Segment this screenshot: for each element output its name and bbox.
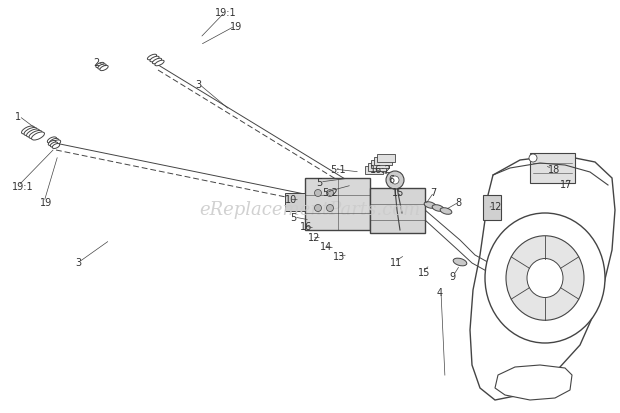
Text: 13: 13 — [333, 252, 345, 262]
Ellipse shape — [47, 137, 56, 143]
Circle shape — [314, 190, 322, 197]
Ellipse shape — [424, 202, 436, 208]
Text: 16: 16 — [300, 222, 312, 232]
Ellipse shape — [48, 140, 56, 145]
Ellipse shape — [453, 258, 467, 266]
Circle shape — [529, 154, 537, 162]
Circle shape — [327, 204, 334, 211]
Ellipse shape — [485, 213, 605, 343]
Circle shape — [386, 171, 404, 189]
Bar — [530, 153, 575, 183]
Bar — [377, 154, 395, 162]
Polygon shape — [470, 155, 615, 400]
Text: 9: 9 — [449, 272, 455, 282]
Text: 19:1: 19:1 — [215, 8, 237, 18]
Text: 6: 6 — [388, 175, 394, 185]
Text: 11: 11 — [390, 258, 402, 268]
Ellipse shape — [148, 54, 157, 60]
Ellipse shape — [155, 60, 164, 66]
Bar — [368, 163, 386, 171]
Text: 10: 10 — [285, 195, 297, 205]
Ellipse shape — [51, 140, 61, 146]
Bar — [365, 166, 383, 174]
Circle shape — [391, 176, 399, 184]
Text: 1: 1 — [15, 112, 21, 122]
Ellipse shape — [29, 131, 42, 138]
Text: 5:1: 5:1 — [330, 165, 345, 175]
Ellipse shape — [150, 56, 159, 62]
Ellipse shape — [52, 144, 60, 149]
Bar — [483, 195, 501, 220]
Circle shape — [314, 204, 322, 211]
Ellipse shape — [432, 205, 444, 211]
Text: 18: 18 — [548, 165, 560, 175]
Ellipse shape — [527, 259, 563, 297]
Ellipse shape — [506, 236, 584, 320]
Text: 5: 5 — [316, 178, 322, 188]
Text: 2: 2 — [93, 58, 99, 68]
Text: eReplacementParts.com: eReplacementParts.com — [200, 201, 420, 219]
Text: 5:2: 5:2 — [322, 188, 338, 198]
Polygon shape — [495, 365, 572, 400]
Circle shape — [327, 190, 334, 197]
Bar — [305, 178, 370, 230]
Bar — [370, 188, 425, 233]
Bar — [374, 157, 392, 165]
Ellipse shape — [440, 208, 452, 214]
Text: 3: 3 — [75, 258, 81, 268]
Ellipse shape — [50, 138, 59, 145]
Bar — [371, 160, 389, 168]
Ellipse shape — [32, 132, 45, 140]
Text: 12: 12 — [308, 233, 321, 243]
Ellipse shape — [27, 129, 40, 137]
Text: 5: 5 — [290, 213, 296, 223]
Ellipse shape — [153, 58, 162, 64]
Ellipse shape — [24, 128, 37, 135]
Text: 17: 17 — [560, 180, 572, 190]
Ellipse shape — [22, 126, 35, 134]
Ellipse shape — [96, 62, 104, 68]
Text: 19:1: 19:1 — [12, 182, 33, 192]
Bar — [285, 193, 305, 211]
Text: 4: 4 — [437, 288, 443, 298]
Ellipse shape — [50, 142, 58, 147]
Text: 16:2: 16:2 — [370, 165, 392, 175]
Text: 8: 8 — [455, 198, 461, 208]
Text: 19: 19 — [40, 198, 52, 208]
Text: 19: 19 — [230, 22, 242, 32]
Text: 12: 12 — [490, 202, 502, 212]
Text: 15: 15 — [392, 188, 404, 198]
Text: 7: 7 — [430, 188, 436, 198]
Ellipse shape — [98, 64, 106, 69]
Ellipse shape — [100, 65, 108, 71]
Text: 3: 3 — [195, 80, 201, 90]
Text: 15: 15 — [418, 268, 430, 278]
Text: 14: 14 — [320, 242, 332, 252]
